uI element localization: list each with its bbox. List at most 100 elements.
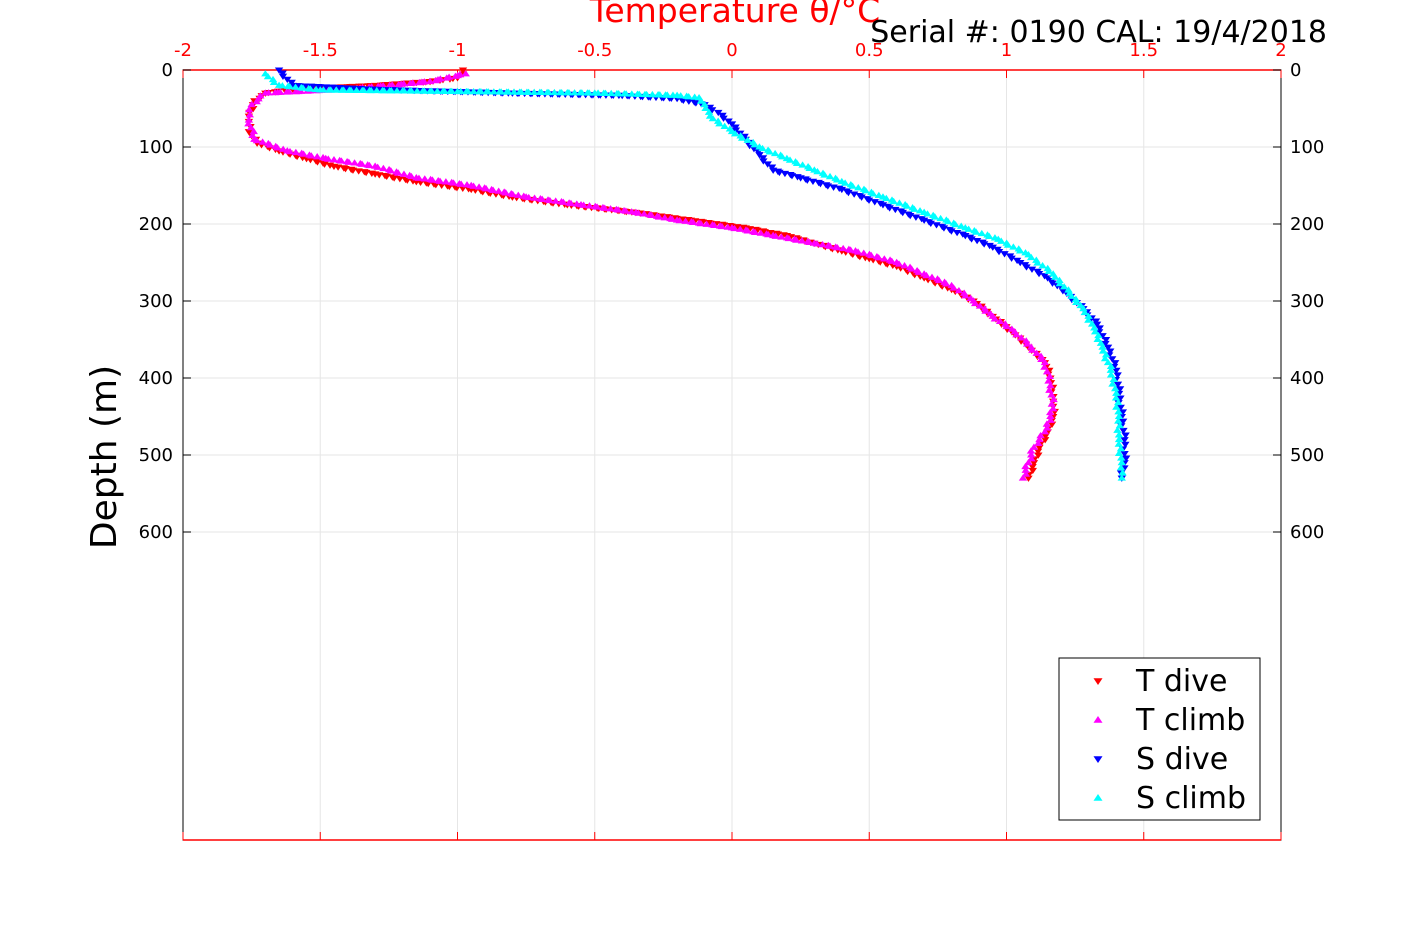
data-points xyxy=(244,67,1131,482)
data-point xyxy=(763,161,772,168)
data-point xyxy=(461,70,470,77)
data-point xyxy=(394,169,403,176)
data-point xyxy=(592,203,602,210)
data-point xyxy=(1028,464,1037,471)
data-point xyxy=(1112,367,1121,375)
y-tick-label-right: 400 xyxy=(1290,368,1324,389)
data-point xyxy=(715,120,724,127)
data-point xyxy=(1024,475,1033,482)
data-point xyxy=(743,227,752,234)
data-point xyxy=(1121,441,1130,448)
legend-item: T dive xyxy=(1093,664,1227,699)
x-tick-label: 0.5 xyxy=(855,40,884,61)
data-point xyxy=(1022,340,1032,347)
data-point xyxy=(784,234,794,242)
data-point xyxy=(313,153,322,160)
data-point xyxy=(474,183,484,190)
data-point xyxy=(949,284,958,291)
data-point xyxy=(1043,275,1052,282)
data-point xyxy=(730,130,740,137)
data-point xyxy=(469,182,478,189)
data-point xyxy=(1050,273,1060,280)
legend: T dive T climb S dive S climb xyxy=(1058,657,1261,821)
data-point xyxy=(627,90,637,97)
data-point xyxy=(731,127,741,134)
data-point xyxy=(868,190,878,197)
data-point xyxy=(805,238,814,245)
data-point xyxy=(481,185,491,192)
legend-marker xyxy=(1093,715,1103,723)
data-point xyxy=(1098,343,1107,350)
data-point xyxy=(990,315,1000,322)
data-point xyxy=(717,222,727,230)
data-point xyxy=(988,244,997,251)
data-point xyxy=(285,147,295,155)
data-point xyxy=(733,224,742,231)
data-point xyxy=(456,87,465,95)
data-point xyxy=(750,228,760,235)
data-point xyxy=(451,72,460,79)
data-point xyxy=(684,93,693,100)
data-point xyxy=(447,87,457,95)
data-point xyxy=(1045,408,1055,416)
data-point xyxy=(667,215,677,222)
data-point xyxy=(299,150,308,157)
data-point xyxy=(394,80,403,88)
data-point xyxy=(1046,416,1055,423)
data-point xyxy=(501,189,510,196)
data-point xyxy=(545,196,555,204)
data-point xyxy=(861,187,870,194)
data-point xyxy=(1024,458,1033,466)
data-point xyxy=(1101,340,1110,348)
data-point xyxy=(1021,466,1030,473)
data-point xyxy=(326,86,335,93)
data-point xyxy=(997,237,1006,244)
data-point xyxy=(1021,462,1030,470)
data-point xyxy=(688,218,698,226)
series-s-dive xyxy=(274,67,1131,482)
data-point xyxy=(504,88,513,95)
data-point xyxy=(874,254,883,261)
data-point xyxy=(258,138,267,145)
y-tick-label-right: 200 xyxy=(1290,214,1324,235)
data-point xyxy=(550,88,559,96)
data-point xyxy=(1115,421,1125,429)
data-point xyxy=(696,97,706,104)
data-point xyxy=(249,127,258,135)
data-point xyxy=(1012,331,1021,338)
data-point xyxy=(994,248,1004,256)
data-point xyxy=(749,146,759,153)
data-point xyxy=(1114,417,1123,424)
data-point xyxy=(832,176,842,183)
data-point xyxy=(647,211,656,219)
data-point xyxy=(848,182,857,189)
legend-marker xyxy=(1093,793,1103,801)
data-point xyxy=(1022,264,1031,271)
y-tick-label-right: 600 xyxy=(1290,522,1324,543)
data-point xyxy=(332,86,341,93)
data-point xyxy=(1026,447,1036,454)
data-point xyxy=(660,214,669,221)
data-point xyxy=(1090,328,1100,335)
data-point xyxy=(730,224,739,232)
data-point xyxy=(449,179,458,186)
data-point xyxy=(1034,439,1043,446)
data-point xyxy=(1034,270,1044,278)
data-point xyxy=(758,144,767,152)
data-point xyxy=(564,89,574,96)
data-point xyxy=(265,141,275,148)
data-point xyxy=(910,205,919,212)
data-point xyxy=(798,161,807,168)
legend-box xyxy=(1058,657,1261,821)
data-point xyxy=(386,167,396,174)
data-point xyxy=(954,286,964,294)
series-t-dive xyxy=(244,67,1059,482)
data-point xyxy=(1042,420,1052,427)
y-tick-label: 0 xyxy=(162,60,173,81)
data-point xyxy=(882,194,891,202)
x-tick-label: 1.5 xyxy=(1129,40,1158,61)
data-point xyxy=(648,90,657,98)
data-point xyxy=(559,198,568,205)
data-point xyxy=(440,87,449,94)
data-point xyxy=(1040,358,1050,366)
